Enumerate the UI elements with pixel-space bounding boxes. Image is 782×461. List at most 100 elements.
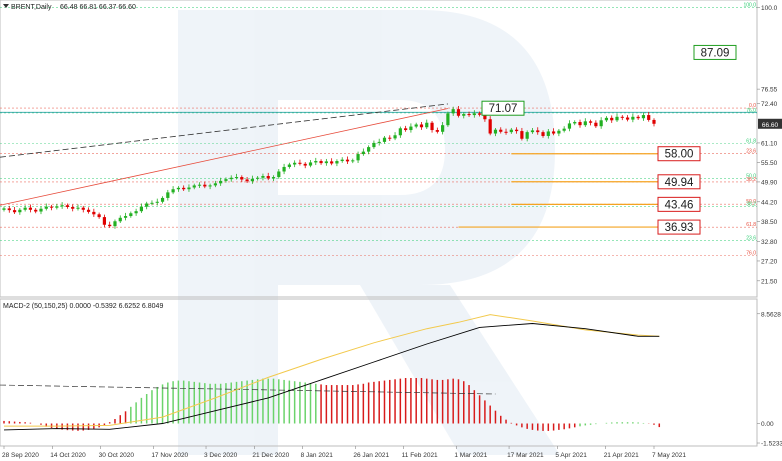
candle-body (483, 114, 487, 120)
candle-body (60, 205, 64, 207)
candle-body (155, 201, 159, 203)
candle-body (647, 115, 651, 120)
date-x-axis: 28 Sep 2020 14 Oct 2020 30 Oct 2020 17 Nov … (2, 446, 686, 459)
fib-label: 23.6 (746, 235, 756, 241)
candle-body (49, 206, 54, 208)
y-tick-label: 100.0 (761, 5, 778, 12)
candle-body (599, 120, 603, 127)
candle-body (377, 141, 381, 143)
candle-body (351, 160, 355, 162)
price-y-axis: 100.0 76.55 72.40 66.60 61.10 55.50 49.90 44.20… (757, 5, 782, 285)
y-tick-label: 72.40 (761, 101, 778, 108)
candle-body (123, 216, 128, 218)
x-tick-label: 17 Nov 2020 (151, 452, 188, 459)
y-tick-label: 61.10 (761, 140, 778, 147)
candle-body (234, 177, 239, 179)
candle-body (361, 151, 365, 155)
candle-body (636, 116, 640, 119)
candle-body (303, 163, 307, 166)
fib-label: 50.0 (746, 199, 756, 205)
y-tick-label: 27.20 (761, 258, 778, 265)
candle-body (409, 126, 413, 131)
candle-body (340, 159, 344, 162)
candle-body (34, 209, 38, 212)
candle-body (441, 125, 445, 132)
candle-body (229, 177, 233, 180)
candle-body (631, 116, 635, 120)
ohlc-values: 66.48 66.81 66.37 66.60 (60, 4, 136, 11)
candle-body (219, 180, 223, 184)
candle-body (150, 202, 154, 204)
candle-body (499, 129, 503, 132)
fibonacci-labels: 100.00.076.061.823.650.038.250.038.261.8… (743, 2, 756, 256)
candle-body (588, 121, 593, 123)
candle-body (224, 179, 228, 181)
current-price-label: 66.60 (762, 122, 779, 129)
candle-body (573, 122, 577, 124)
macd-series (0, 314, 661, 431)
candle-body (182, 187, 186, 190)
candle-body (620, 116, 624, 118)
candle-body (356, 154, 360, 161)
fib-label: 0.0 (749, 103, 756, 109)
candle-body (515, 129, 519, 132)
x-tick-label: 30 Oct 2020 (99, 452, 135, 459)
candle-body (367, 147, 371, 152)
candle-body (28, 207, 33, 210)
candle-body (145, 203, 149, 207)
x-tick-label: 26 Jan 2021 (353, 452, 389, 459)
candle-body (23, 207, 27, 210)
macd-y-tick-label: 8.5628 (761, 311, 781, 318)
candle-body (425, 122, 429, 128)
candle-body (18, 209, 22, 213)
candle-body (414, 124, 418, 127)
level-label: 43.46 (665, 199, 694, 211)
candle-body (81, 207, 85, 210)
candle-body (641, 115, 646, 119)
candle-body (266, 176, 270, 179)
dropdown-triangle-icon[interactable] (3, 4, 9, 8)
x-tick-label: 21 Apr 2021 (604, 452, 639, 459)
candle-body (388, 137, 392, 139)
candle-body (525, 132, 529, 139)
candle-body (551, 131, 556, 134)
x-tick-label: 28 Sep 2020 (2, 452, 39, 459)
candle-body (213, 183, 217, 186)
level-box (693, 44, 737, 60)
candle-body (530, 130, 535, 133)
candle-body (345, 159, 350, 162)
y-tick-label: 44.20 (761, 199, 778, 206)
candle-body (55, 206, 59, 208)
candle-body (451, 109, 455, 114)
candle-body (113, 221, 117, 227)
candle-body (330, 161, 334, 164)
candle-body (488, 119, 492, 134)
candle-body (557, 130, 561, 134)
macd-y-tick-label: -1.5233 (761, 441, 782, 448)
candle-body (293, 162, 297, 165)
candle-body (71, 206, 75, 209)
candle-body (76, 207, 80, 209)
candle-body (12, 210, 17, 213)
candle-body (298, 162, 302, 164)
level-box (657, 174, 701, 190)
candle-body (478, 113, 482, 115)
macd-trend-line (0, 384, 496, 395)
current-price-tag (758, 118, 782, 129)
fib-label: 50.0 (746, 173, 756, 179)
candle-body (493, 129, 498, 134)
macd-y-axis: 8.5628 0.00 -1.5233 (757, 311, 782, 448)
candle-body (610, 117, 614, 121)
fib-label: 38.2 (746, 202, 756, 208)
fib-label: 61.8 (746, 139, 756, 145)
candle-body (456, 109, 461, 116)
macd-line (3, 323, 660, 431)
fib-label: 38.2 (746, 177, 756, 183)
candle-body (324, 161, 328, 164)
candle-body (314, 161, 318, 163)
candle-body (108, 224, 112, 227)
candle-body (335, 161, 339, 164)
candle-body (256, 177, 260, 179)
level-labels: 87.09 71.07 58.00 49.94 43.46 36.93 (458, 44, 737, 235)
candle-body (467, 114, 471, 116)
